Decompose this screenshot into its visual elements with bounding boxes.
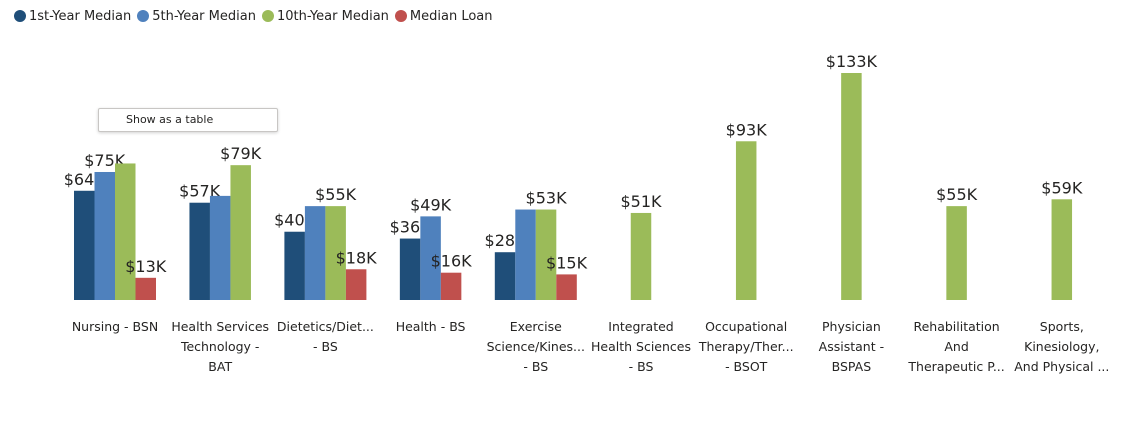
category-label: And Physical ...: [1014, 359, 1109, 374]
category-label: Technology -: [180, 339, 260, 354]
data-label: $18K: [336, 248, 378, 267]
legend-label: Median Loan: [409, 8, 493, 24]
category-label: Health - BS: [396, 319, 466, 334]
bar[interactable]: [115, 163, 136, 300]
bar[interactable]: [515, 209, 536, 300]
bar[interactable]: [1051, 199, 1073, 300]
category-label: Nursing - BSN: [72, 319, 158, 334]
bar[interactable]: [304, 206, 326, 300]
legend-item[interactable]: 10th-Year Median: [261, 8, 389, 24]
category-label: Dietetics/Diet...: [277, 319, 374, 334]
category-label: - BS: [629, 359, 654, 374]
category-label: - BS: [313, 339, 338, 354]
data-label: $53K: [526, 189, 568, 208]
category-label: Occupational: [705, 319, 787, 334]
data-label: $133K: [826, 52, 878, 71]
category-label: Assistant -: [819, 339, 884, 354]
category-label: BAT: [208, 359, 232, 374]
bar[interactable]: [494, 252, 516, 300]
legend-label: 5th-Year Median: [152, 8, 256, 24]
data-label: $13K: [125, 257, 167, 276]
bar[interactable]: [345, 269, 367, 300]
category-label: Exercise: [510, 319, 562, 334]
data-label: $59K: [1041, 178, 1083, 197]
show-as-table-menu-item[interactable]: Show as a table: [98, 108, 278, 132]
bar[interactable]: [74, 190, 95, 300]
legend-swatch: [394, 10, 407, 22]
bar[interactable]: [735, 141, 757, 300]
data-label: $79K: [220, 144, 262, 163]
category-label: Kinesiology,: [1024, 339, 1099, 354]
legend-swatch: [261, 10, 274, 22]
legend-item[interactable]: 1st-Year Median: [14, 9, 131, 24]
category-label: - BSOT: [725, 359, 768, 374]
category-label: Physician: [822, 319, 881, 334]
data-label: $51K: [620, 192, 662, 211]
bar[interactable]: [556, 274, 577, 300]
bar[interactable]: [420, 216, 441, 300]
bar[interactable]: [325, 206, 346, 300]
legend-swatch: [137, 10, 150, 22]
legend-item[interactable]: Median Loan: [394, 8, 493, 24]
legend-item[interactable]: 5th-Year Median: [137, 9, 256, 24]
data-label: $49K: [410, 195, 452, 214]
data-label: $55K: [936, 185, 978, 204]
category-label: Health Sciences: [591, 339, 691, 354]
bar[interactable]: [189, 202, 210, 300]
category-label: Therapy/Ther...: [698, 339, 794, 354]
category-label: Integrated: [608, 319, 673, 334]
data-label: $16K: [431, 252, 473, 271]
legend-swatch: [14, 10, 26, 22]
data-label: $15K: [546, 253, 588, 272]
bar[interactable]: [399, 238, 421, 300]
bar[interactable]: [841, 73, 862, 300]
legend-label: 1st-Year Median: [29, 8, 132, 24]
bar[interactable]: [630, 212, 652, 300]
category-label: Science/Kines...: [487, 339, 585, 354]
category-label: Rehabilitation: [913, 319, 999, 334]
category-label: Health Services: [171, 319, 269, 334]
chart-legend: 1st-Year Median 5th-Year Median 10th-Year …: [14, 6, 499, 26]
bar[interactable]: [230, 165, 251, 300]
category-label: BSPAS: [832, 359, 872, 374]
bar[interactable]: [209, 195, 231, 300]
data-label: $55K: [315, 185, 357, 204]
category-label: - BS: [523, 359, 548, 374]
bar[interactable]: [946, 206, 967, 300]
bar[interactable]: [135, 277, 157, 300]
category-label: Sports,: [1040, 319, 1084, 334]
bar[interactable]: [535, 209, 557, 300]
bar[interactable]: [440, 272, 462, 300]
bar[interactable]: [94, 171, 116, 300]
legend-label: 10th-Year Median: [276, 8, 389, 24]
category-label: Therapeutic P...: [907, 359, 1004, 374]
bar[interactable]: [284, 231, 305, 300]
category-label: And: [944, 339, 968, 354]
data-label: $93K: [726, 120, 768, 139]
